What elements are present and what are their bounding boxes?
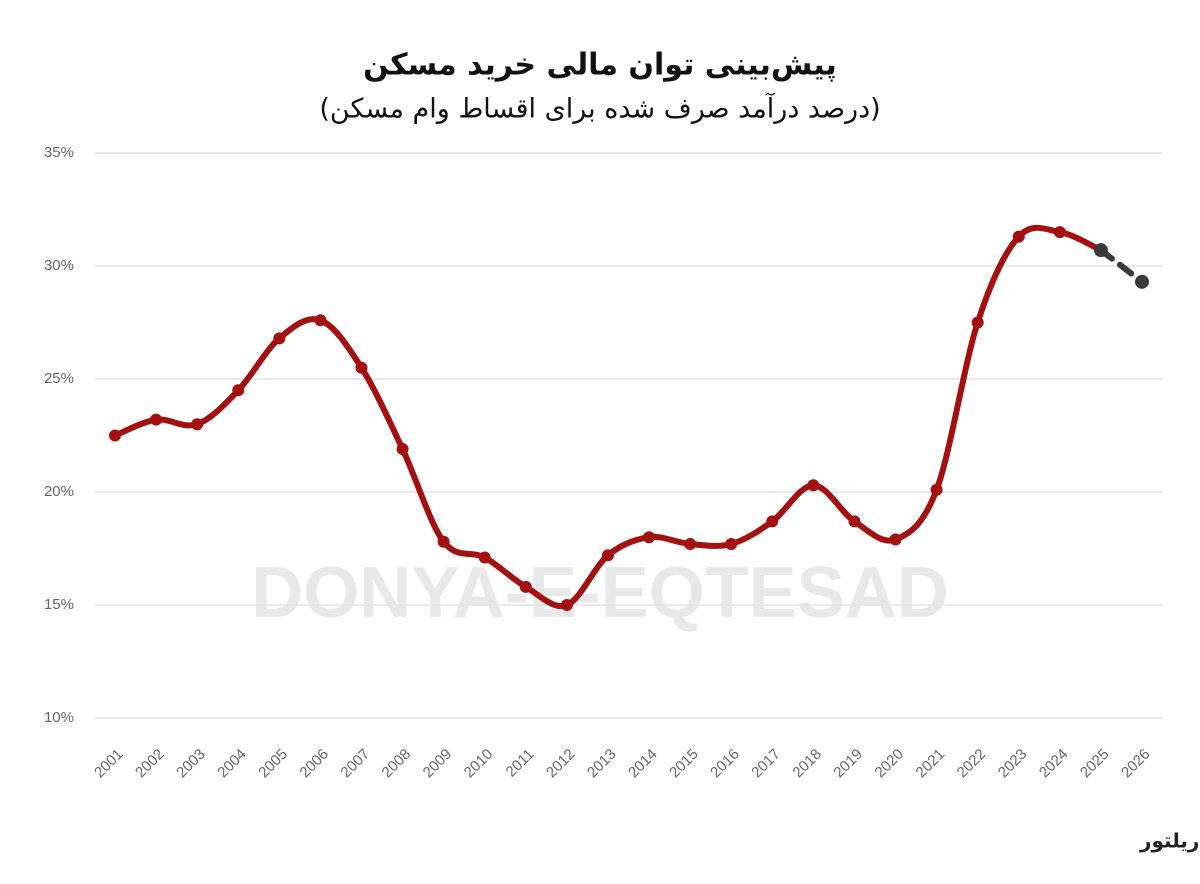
data-point [396,443,409,456]
data-point [643,531,656,544]
data-point [150,413,163,426]
data-point [766,515,779,528]
data-point [889,533,902,546]
data-point [807,479,820,492]
data-point [725,537,738,550]
data-point [437,535,450,548]
chart-subtitle: (درصد درآمد صرف شده برای اقساط وام مسکن) [319,93,880,125]
chart-title: پیش‌بینی توان مالی خرید مسکن [363,48,837,83]
data-point [232,384,245,397]
data-point [314,314,327,327]
data-point [1012,230,1025,243]
data-point [848,515,861,528]
data-point [191,418,204,431]
data-point [109,429,121,442]
data-point [519,580,532,593]
y-tick-label: 20% [44,483,74,500]
source: منبع:ریلتور [1139,829,1200,853]
data-point [930,483,943,496]
y-tick-label: 15% [44,596,74,613]
data-point [560,599,573,611]
data-point [478,551,491,564]
data-point [1093,243,1108,258]
y-tick-label: 25% [44,370,74,387]
data-point [1135,274,1149,289]
data-point [355,361,368,374]
y-tick-label: 10% [44,709,74,726]
data-point [601,549,614,562]
data-point [684,537,697,550]
data-point [273,332,286,345]
data-point [1053,226,1066,239]
y-tick-label: 35% [44,144,74,161]
data-point [971,316,984,329]
y-tick-label: 30% [44,257,74,274]
